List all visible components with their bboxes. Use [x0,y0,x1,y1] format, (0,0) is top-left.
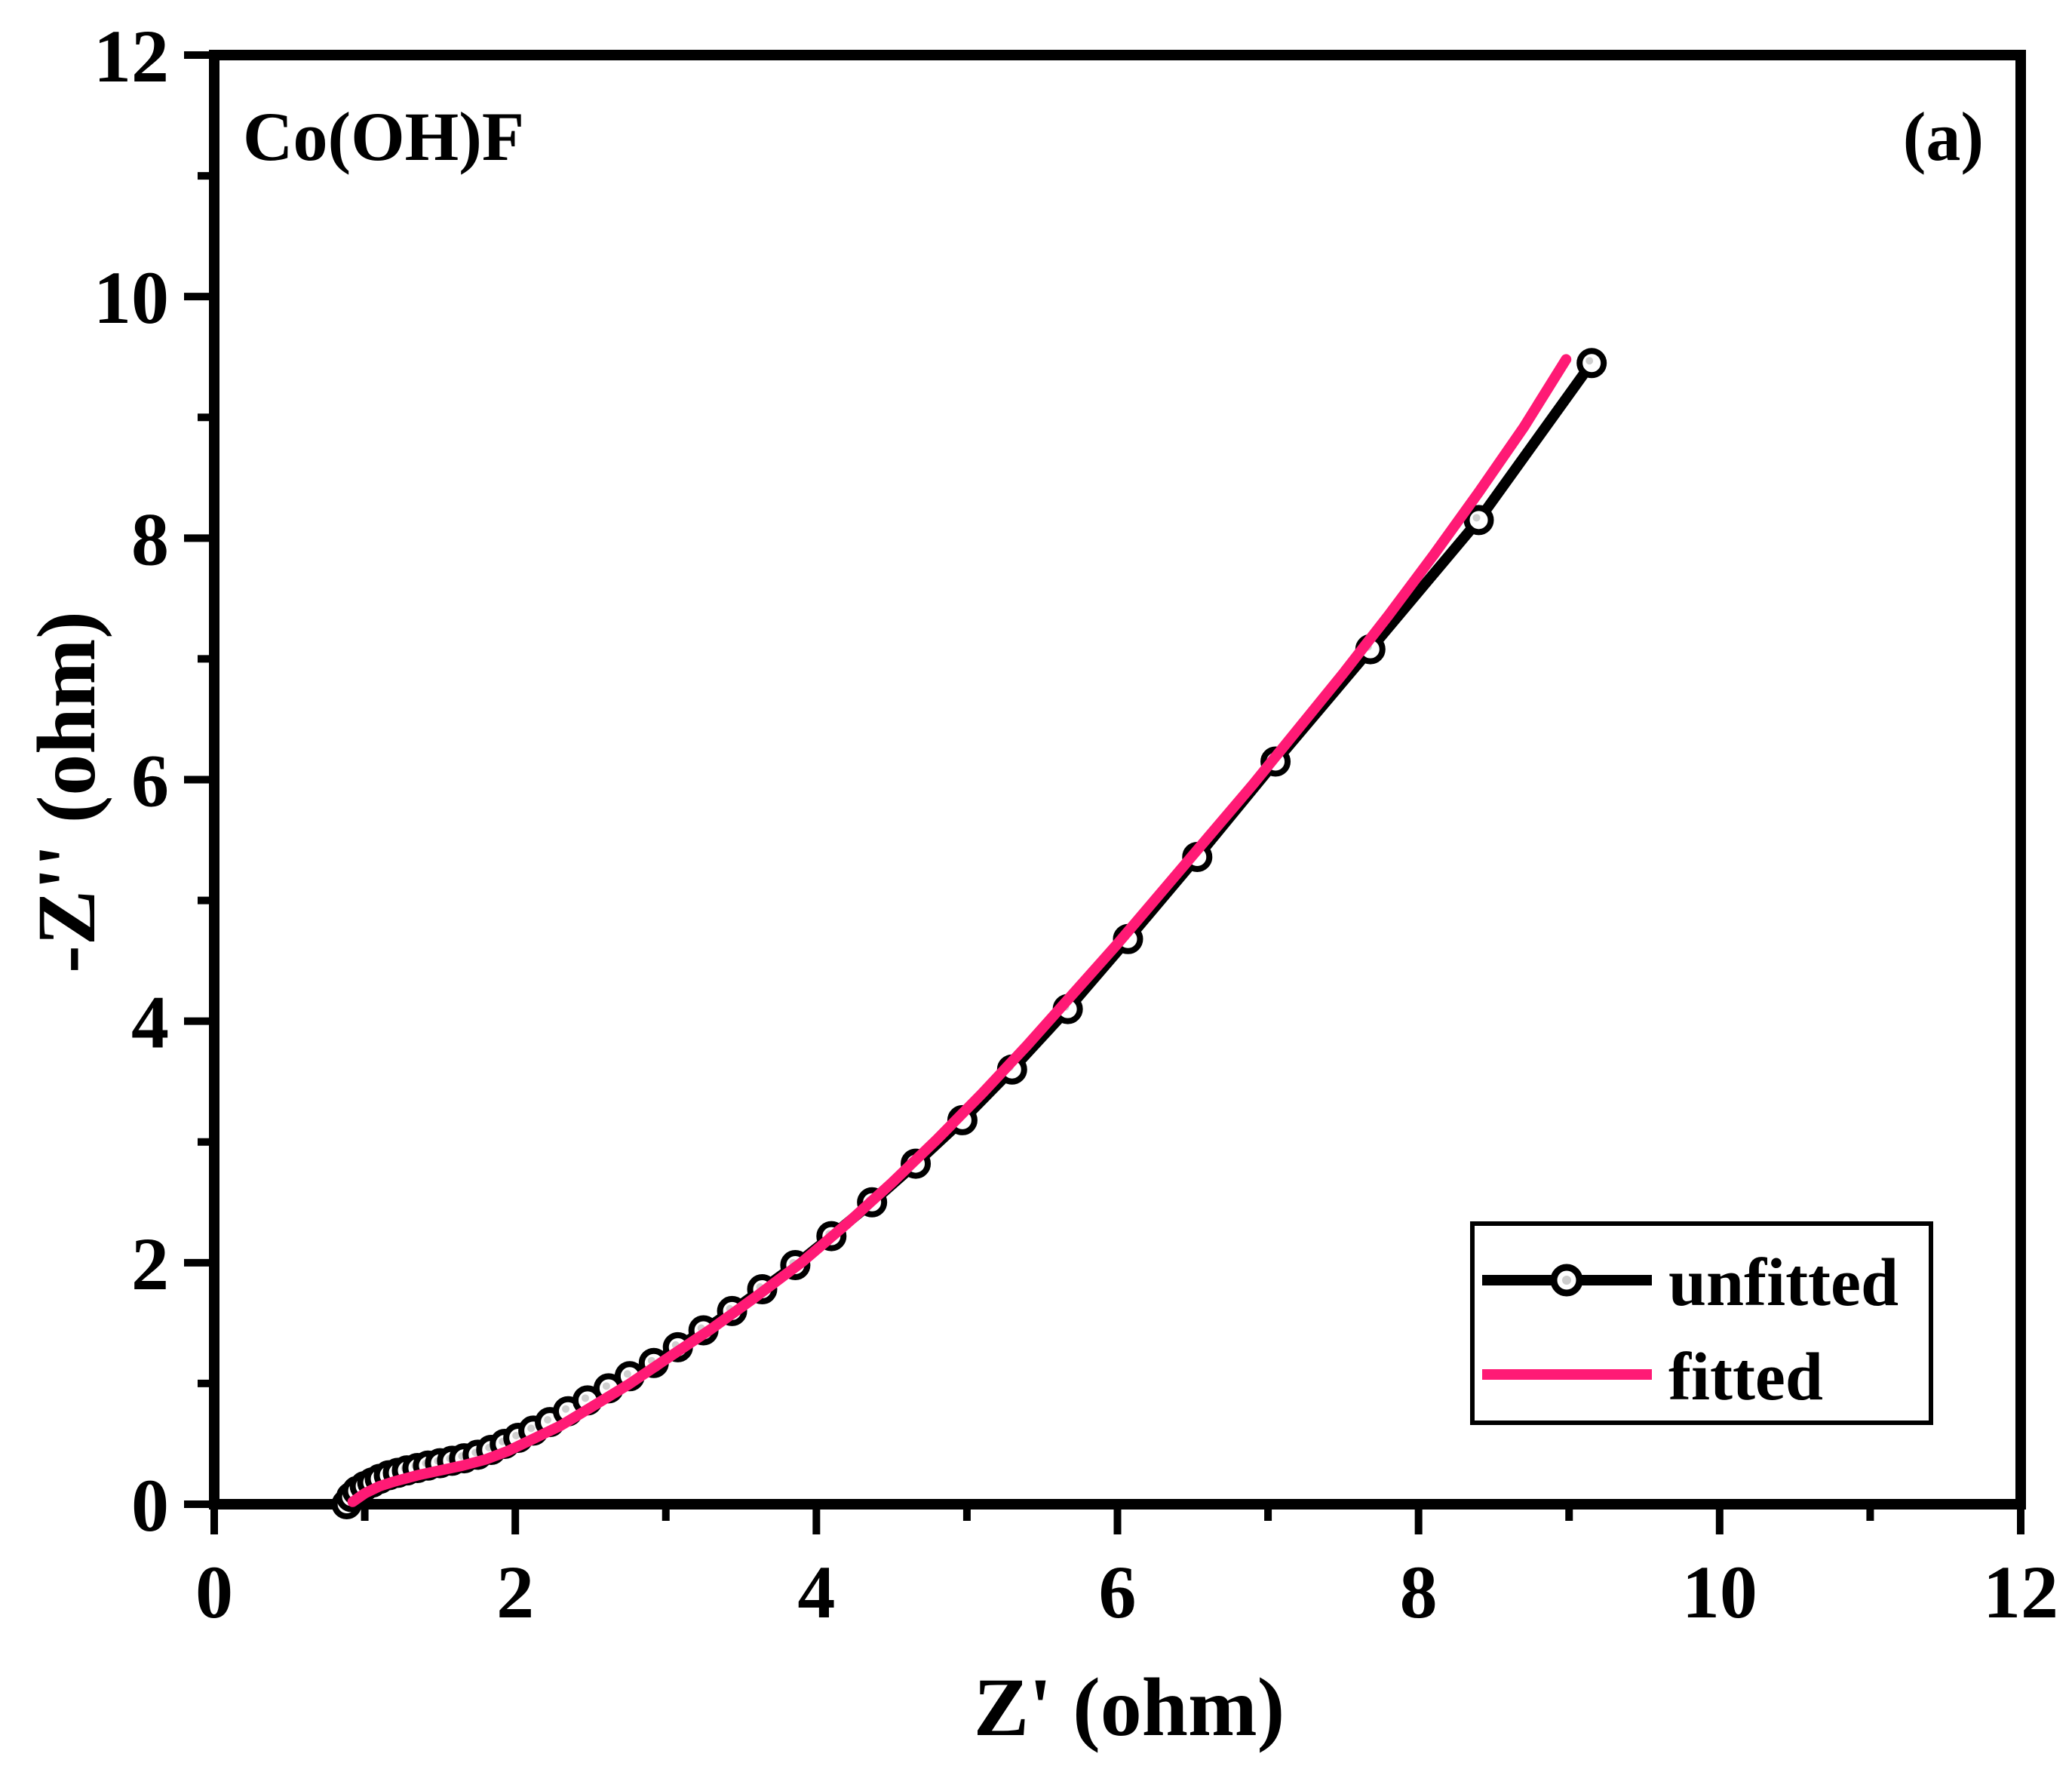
y-axis-ticks [184,51,214,1508]
unfitted-point-highlight [527,1424,536,1433]
x-axis-ticks [210,1504,2024,1534]
panel-label: (a) [1903,98,1984,175]
x-tick-label: 12 [1983,1550,2058,1634]
legend: unfitted fitted [1470,1221,1933,1425]
legend-marker-highlight [1562,1276,1571,1285]
series-fitted [347,354,1572,1507]
fitted-line [347,354,1572,1507]
y-tick-label: 10 [94,256,169,339]
legend-label-unfitted: unfitted [1668,1245,1899,1320]
y-tick-label: 2 [131,1222,169,1306]
x-tick-label: 10 [1682,1550,1757,1634]
unfitted-point-highlight [623,1370,631,1378]
unfitted-point-highlight [544,1416,552,1424]
unfitted-point-highlight [1472,514,1481,522]
y-axis-tick-labels: 0 2 4 6 8 10 12 [94,14,169,1547]
x-tick-label: 6 [1099,1550,1137,1634]
unfitted-point-highlight [1585,357,1594,365]
y-tick-label: 0 [131,1463,169,1547]
y-tick-label: 8 [131,497,169,581]
legend-label-fitted: fitted [1668,1340,1823,1414]
x-tick-label: 8 [1400,1550,1438,1634]
x-tick-label: 4 [797,1550,835,1634]
unfitted-line [341,358,1598,1510]
unfitted-point-highlight [581,1394,589,1402]
legend-box [1470,1221,1933,1425]
series-unfitted [331,348,1607,1519]
x-axis-title: Z' (ohm) [974,1661,1285,1753]
unfitted-point-highlight [602,1382,610,1390]
sample-label: Co(OH)F [243,98,524,175]
x-tick-label: 0 [195,1550,233,1634]
unfitted-point-highlight [562,1405,570,1413]
x-axis-tick-labels: 0 2 4 6 8 10 12 [195,1550,2058,1634]
y-tick-label: 6 [131,739,169,823]
x-tick-label: 2 [496,1550,534,1634]
y-tick-label: 12 [94,14,169,98]
y-tick-label: 4 [131,981,169,1064]
unfitted-point-highlight [512,1431,520,1439]
y-axis-title: -Z'' (ohm) [20,611,112,973]
